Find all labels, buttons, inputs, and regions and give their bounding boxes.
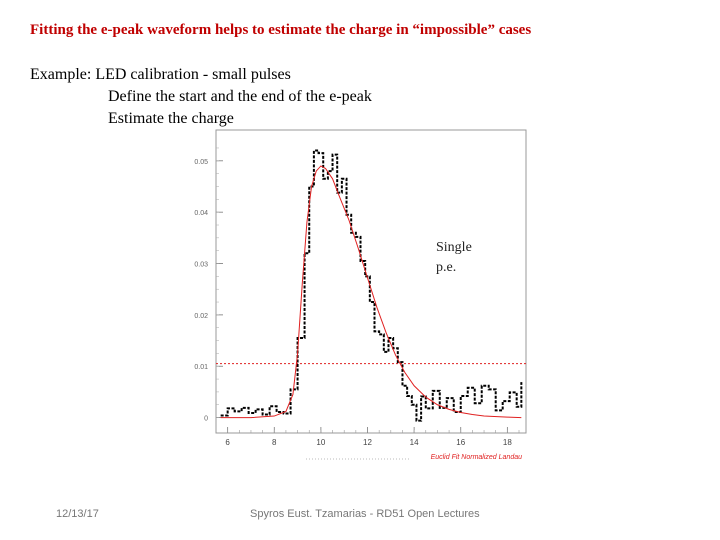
annotation-line-pe: p.e. — [436, 260, 457, 275]
y-tick-label: 0 — [204, 416, 208, 423]
annotation-line-single: Single — [436, 240, 472, 255]
x-tick-label: 12 — [363, 438, 372, 447]
plot-frame — [215, 129, 527, 434]
fit-caption: Euclid Fit Normalized Landau — [431, 454, 523, 461]
x-tick-label: 18 — [503, 438, 512, 447]
footer-credit: Spyros Eust. Tzamarias - RD51 Open Lectu… — [250, 508, 480, 520]
y-tick-label: 0.04 — [194, 210, 208, 217]
waveform-plot: 6 8 10 12 14 16 18 0 0.01 0.02 0.03 0.04 0.05 Euclid … — [194, 129, 527, 461]
estimate-line: Estimate the charge — [108, 110, 234, 127]
y-tick-label: 0.01 — [194, 364, 208, 371]
x-tick-label: 8 — [272, 438, 277, 447]
y-tick-label: 0.05 — [194, 159, 208, 166]
y-tick-label: 0.02 — [194, 313, 208, 320]
footer-date: 12/13/17 — [56, 508, 99, 520]
x-tick-label: 10 — [316, 438, 325, 447]
define-line: Define the start and the end of the e-pe… — [108, 88, 372, 105]
y-tick-label: 0.03 — [194, 262, 208, 269]
single-pe-annotation: Single p.e. — [436, 238, 472, 278]
example-line: Example: LED calibration - small pulses — [30, 66, 291, 83]
x-tick-label: 16 — [456, 438, 465, 447]
x-tick-label: 14 — [410, 438, 419, 447]
fit-curve — [220, 165, 522, 419]
x-tick-label: 6 — [225, 438, 230, 447]
slide-title: Fitting the e-peak waveform helps to est… — [30, 22, 532, 38]
